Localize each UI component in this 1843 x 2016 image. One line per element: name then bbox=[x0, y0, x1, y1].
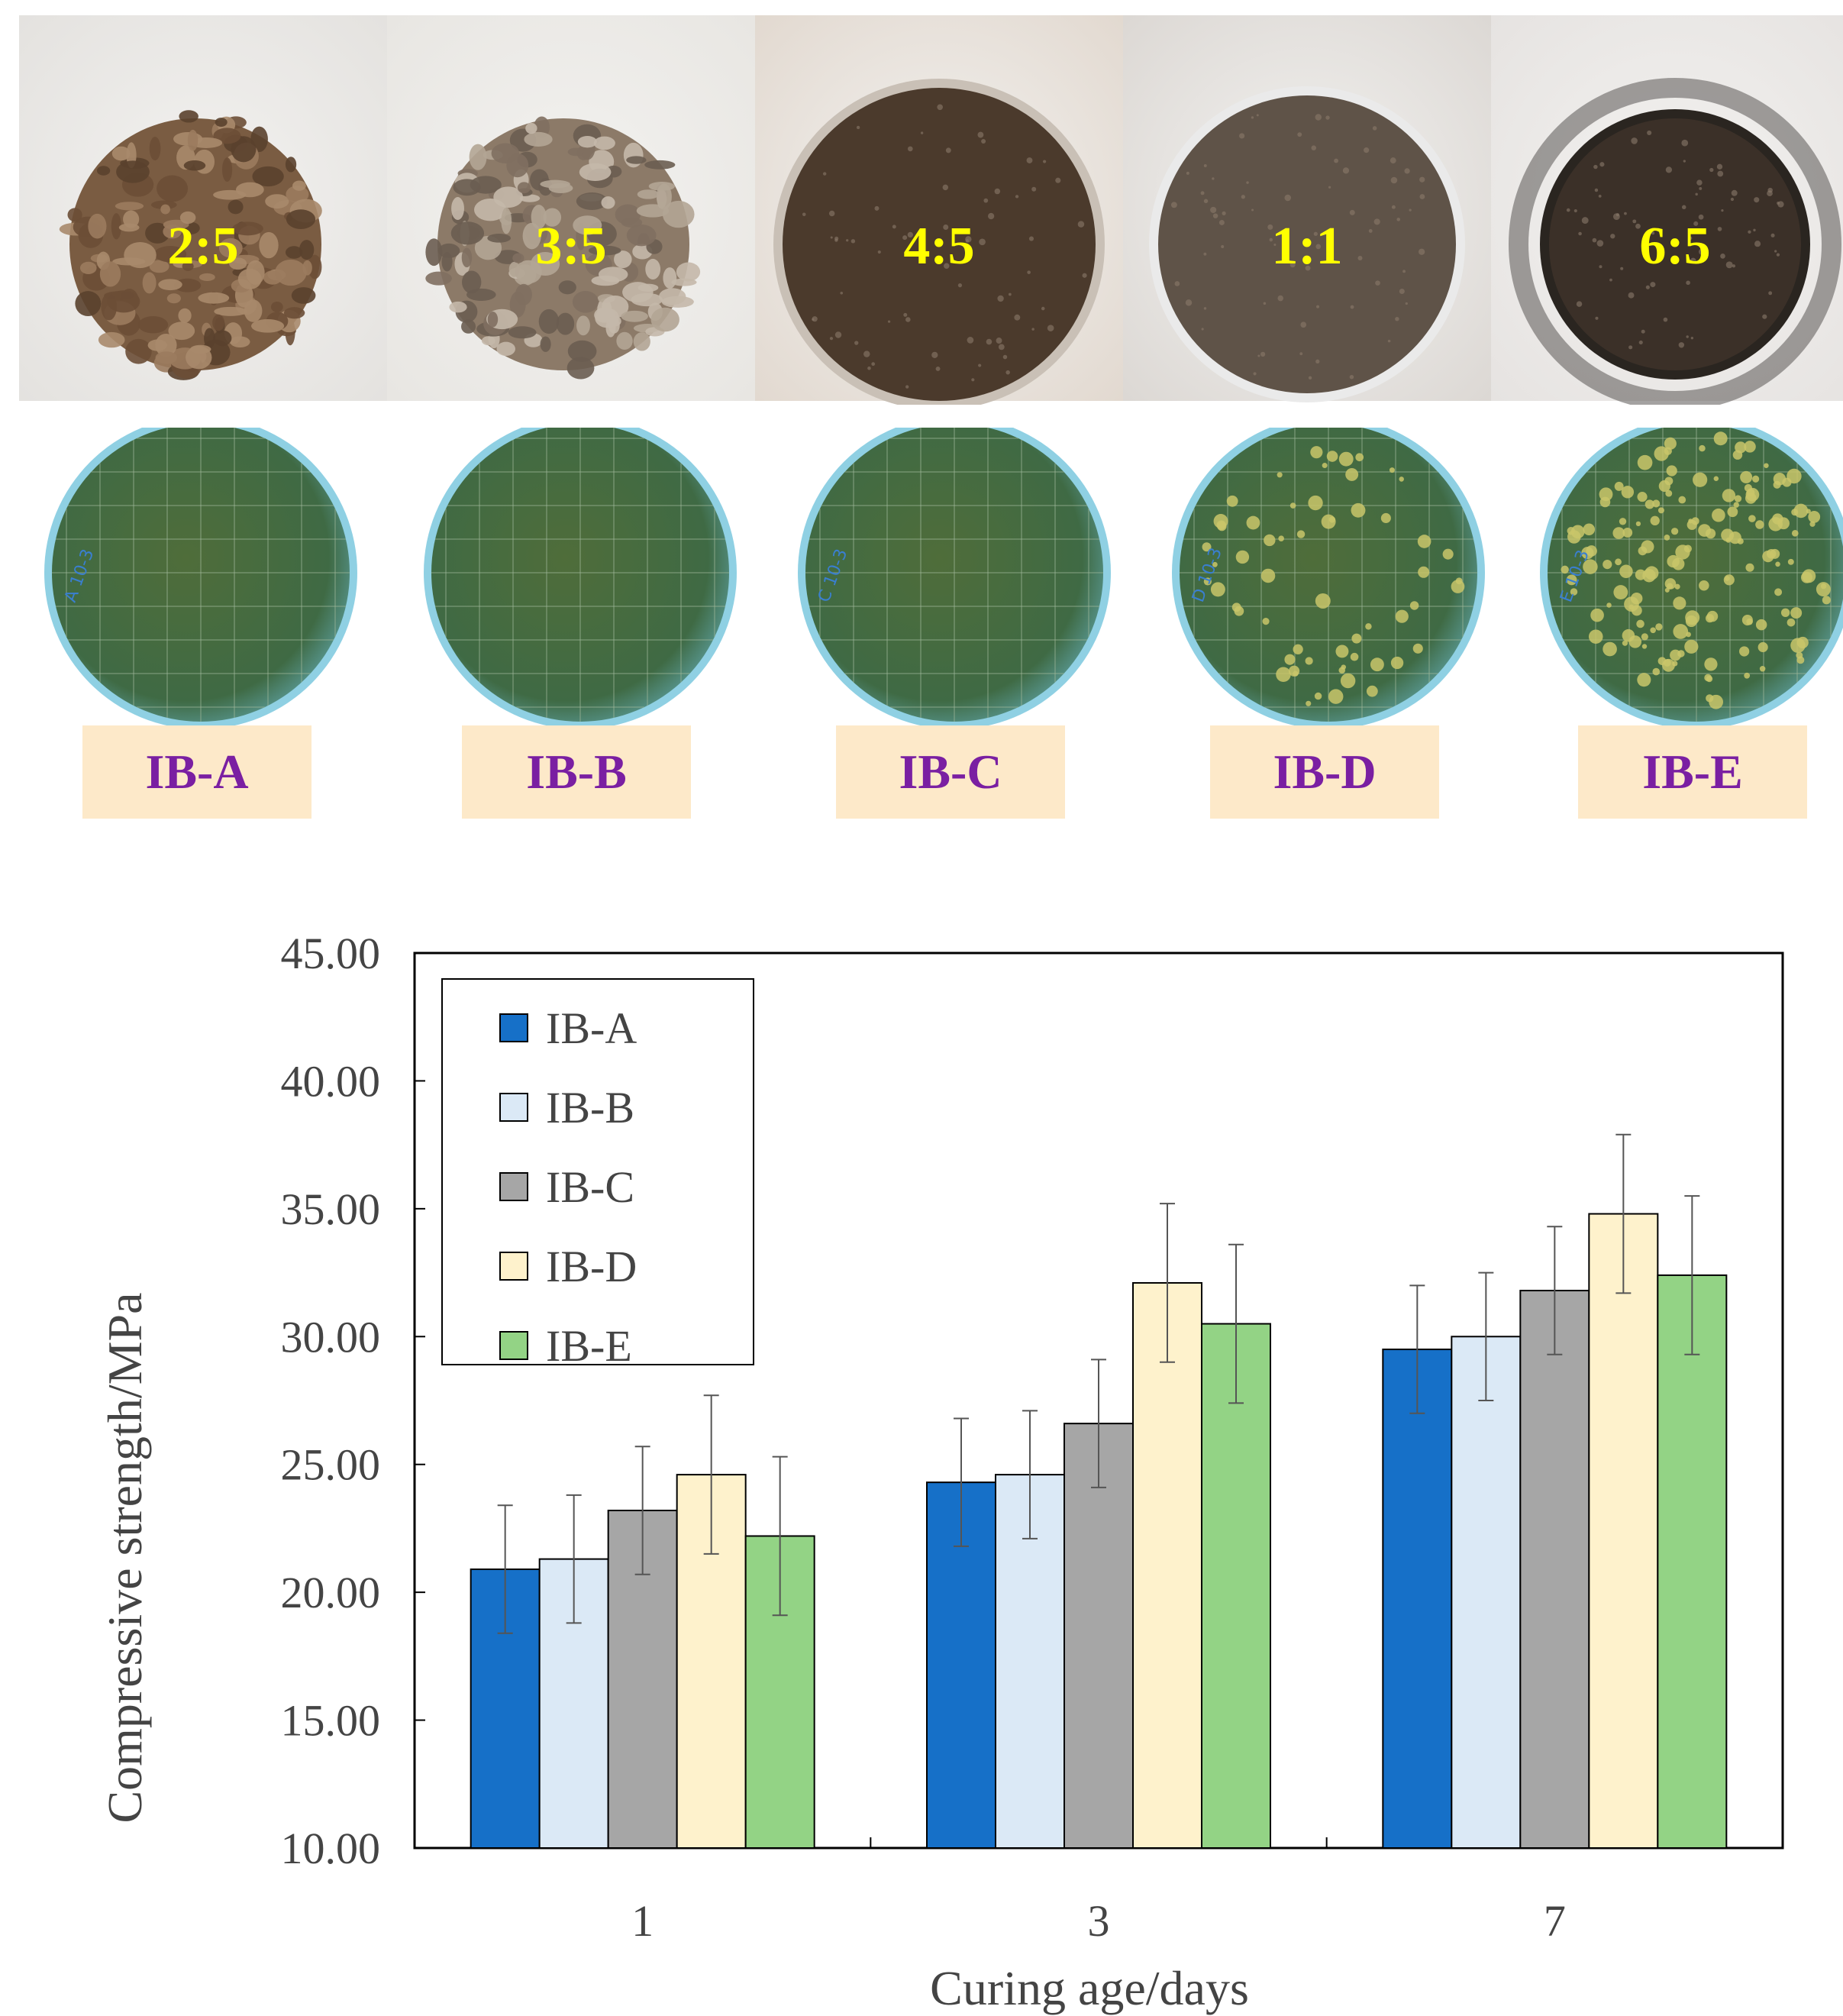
petri-dish: A 10-3 bbox=[44, 428, 357, 729]
x-tick-label: 7 bbox=[1544, 1896, 1566, 1946]
mix-ratio-label: 3:5 bbox=[535, 217, 606, 276]
petri-dish-row: A 10-3 IB-A IB-B C 10-3 IB-C D 10-3 IB-D E 10-3… bbox=[0, 428, 1843, 825]
error-bar bbox=[1615, 1133, 1632, 1294]
error-bar bbox=[1228, 1243, 1244, 1404]
bar-ib-e bbox=[1201, 1323, 1271, 1849]
slurry-sample bbox=[1549, 118, 1801, 370]
mix-ratio-label: 2:5 bbox=[167, 217, 238, 276]
bar-ib-d bbox=[1132, 1281, 1202, 1849]
legend-item: IB-C bbox=[499, 1162, 634, 1212]
bar-ib-d bbox=[1588, 1213, 1659, 1850]
chart-svg: Compressive strength/MPa Curing age/days… bbox=[98, 929, 1784, 2015]
sample-photo: 3:5 bbox=[387, 15, 755, 401]
legend-swatch bbox=[499, 1013, 528, 1042]
y-tick-label: 15.00 bbox=[281, 1696, 381, 1746]
legend-label: IB-C bbox=[546, 1162, 634, 1212]
sample-label: IB-A bbox=[82, 725, 311, 819]
sample-label: IB-E bbox=[1578, 725, 1807, 819]
sample-photo: 1:1 bbox=[1123, 15, 1491, 402]
legend-item: IB-D bbox=[499, 1242, 637, 1291]
bar-ib-a bbox=[470, 1569, 541, 1850]
error-bar bbox=[566, 1494, 582, 1624]
sample-photo: 2:5 bbox=[19, 15, 387, 401]
y-tick-label: 25.00 bbox=[281, 1440, 381, 1490]
bar-ib-a bbox=[1382, 1349, 1453, 1849]
legend-label: IB-D bbox=[546, 1242, 637, 1291]
legend-swatch bbox=[499, 1093, 528, 1122]
sample-photo-row: 2:5 3:5 4:5 1:1 6:5 bbox=[0, 0, 1843, 405]
petri-dish bbox=[424, 428, 737, 729]
error-bar bbox=[634, 1446, 650, 1575]
legend-label: IB-B bbox=[546, 1083, 634, 1132]
sample-photos: 2:5 3:5 4:5 1:1 6:5 bbox=[19, 15, 1843, 405]
compressive-strength-chart: Compressive strength/MPa Curing age/days… bbox=[0, 878, 1843, 2016]
y-tick-label: 40.00 bbox=[281, 1056, 381, 1106]
error-bar bbox=[497, 1504, 513, 1634]
petri-dishes: A 10-3 IB-A IB-B C 10-3 IB-C D 10-3 IB-D E 10-3… bbox=[44, 428, 1843, 819]
error-bar bbox=[1160, 1203, 1175, 1363]
slurry-sample bbox=[783, 88, 1096, 401]
y-axis-label: Compressive strength/MPa bbox=[98, 1292, 152, 1823]
y-tick-label: 30.00 bbox=[281, 1312, 381, 1362]
sample-label: IB-C bbox=[836, 725, 1065, 819]
legend-item: IB-A bbox=[499, 1003, 637, 1053]
bar-ib-e bbox=[1657, 1274, 1728, 1849]
error-bar bbox=[954, 1417, 969, 1547]
svg-text:IB-E: IB-E bbox=[1642, 745, 1743, 799]
legend-item: IB-B bbox=[499, 1083, 634, 1132]
legend-swatch bbox=[499, 1172, 528, 1201]
error-bar bbox=[1091, 1359, 1106, 1488]
sample-photo: 6:5 bbox=[1491, 15, 1843, 405]
y-tick-label: 35.00 bbox=[281, 1184, 381, 1234]
petri-dish: C 10-3 bbox=[798, 428, 1111, 729]
sample-label: IB-B bbox=[462, 725, 691, 819]
sample-label: IB-D bbox=[1210, 725, 1439, 819]
mix-ratio-label: 4:5 bbox=[903, 217, 974, 276]
error-bar bbox=[1409, 1284, 1425, 1414]
svg-text:IB-D: IB-D bbox=[1273, 745, 1376, 799]
mix-ratio-label: 1:1 bbox=[1271, 217, 1342, 276]
bar-ib-b bbox=[1451, 1336, 1522, 1849]
legend-label: IB-E bbox=[546, 1321, 632, 1371]
x-tick-label: 3 bbox=[1088, 1896, 1110, 1946]
legend-label: IB-A bbox=[546, 1003, 637, 1053]
petri-dish: D 10-3 bbox=[1172, 428, 1485, 729]
x-tick-label: 1 bbox=[631, 1896, 654, 1946]
svg-text:IB-B: IB-B bbox=[526, 745, 627, 799]
error-bar bbox=[772, 1455, 788, 1617]
svg-text:IB-A: IB-A bbox=[145, 745, 248, 799]
legend-swatch bbox=[499, 1331, 528, 1360]
error-bar bbox=[1684, 1195, 1700, 1355]
error-bar bbox=[1022, 1410, 1038, 1539]
svg-text:IB-C: IB-C bbox=[899, 745, 1002, 799]
sample-photo: 4:5 bbox=[755, 15, 1123, 405]
legend-swatch bbox=[499, 1252, 528, 1281]
petri-dish: E 10-3 bbox=[1540, 428, 1843, 729]
mix-ratio-label: 6:5 bbox=[1639, 217, 1710, 276]
y-tick-label: 45.00 bbox=[281, 929, 381, 978]
y-tick-label: 10.00 bbox=[281, 1824, 381, 1873]
legend-item: IB-E bbox=[499, 1321, 632, 1371]
y-tick-label: 20.00 bbox=[281, 1568, 381, 1617]
error-bar bbox=[703, 1394, 719, 1555]
x-axis-label: Curing age/days bbox=[930, 1961, 1249, 2015]
slurry-sample bbox=[1158, 95, 1456, 393]
bar-ib-c bbox=[1519, 1290, 1590, 1849]
error-bar bbox=[1547, 1226, 1563, 1355]
error-bar bbox=[1478, 1271, 1494, 1401]
legend: IB-A IB-B IB-C IB-D IB-E bbox=[441, 978, 754, 1371]
bar-ib-c bbox=[1064, 1423, 1134, 1849]
